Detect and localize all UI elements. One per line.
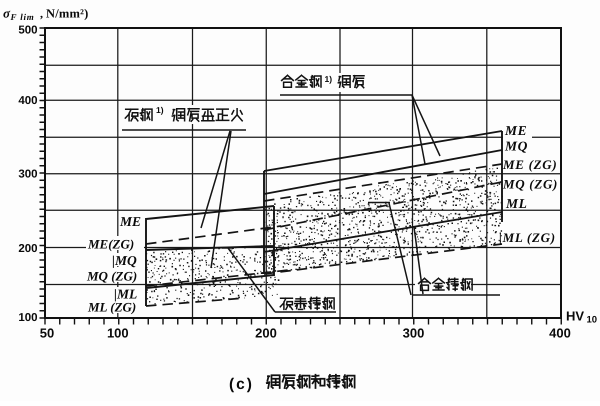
svg-text:50: 50 — [40, 326, 54, 341]
svg-text:ML (ZG): ML (ZG) — [87, 300, 136, 315]
svg-text:100: 100 — [107, 326, 129, 341]
svg-text:F lim: F lim — [10, 12, 35, 22]
svg-text:500: 500 — [18, 24, 37, 36]
svg-text:ME: ME — [119, 214, 141, 229]
svg-text:300: 300 — [18, 168, 37, 180]
svg-text:400: 400 — [18, 95, 37, 107]
svg-text:|ML (ZG): |ML (ZG) — [499, 230, 556, 245]
svg-text:MQ (ZG): MQ (ZG) — [86, 269, 137, 284]
svg-text:,: , — [40, 7, 43, 21]
svg-text:ML: ML — [505, 196, 527, 211]
svg-text:1): 1) — [325, 74, 333, 84]
svg-text:400: 400 — [549, 326, 571, 341]
svg-text:ME(ZG): ME(ZG) — [87, 237, 134, 252]
svg-text:10: 10 — [587, 315, 598, 326]
svg-text:|ML: |ML — [114, 287, 137, 302]
svg-text:100: 100 — [18, 312, 37, 324]
svg-text:200: 200 — [18, 243, 37, 255]
svg-text:N/mm²): N/mm²) — [46, 7, 88, 21]
svg-text:MQ: MQ — [504, 139, 528, 154]
svg-text:MQ (ZG): MQ (ZG) — [502, 177, 558, 192]
svg-text:σ: σ — [3, 6, 11, 21]
svg-text:(c): (c) — [229, 376, 254, 393]
svg-text:1): 1) — [156, 105, 164, 115]
svg-text:300: 300 — [403, 326, 425, 341]
svg-text:ME: ME — [504, 123, 527, 138]
svg-text:200: 200 — [255, 326, 277, 341]
svg-text:ME (ZG): ME (ZG) — [502, 157, 557, 172]
svg-text:|MQ: |MQ — [112, 253, 137, 268]
svg-text:HV: HV — [566, 309, 584, 324]
